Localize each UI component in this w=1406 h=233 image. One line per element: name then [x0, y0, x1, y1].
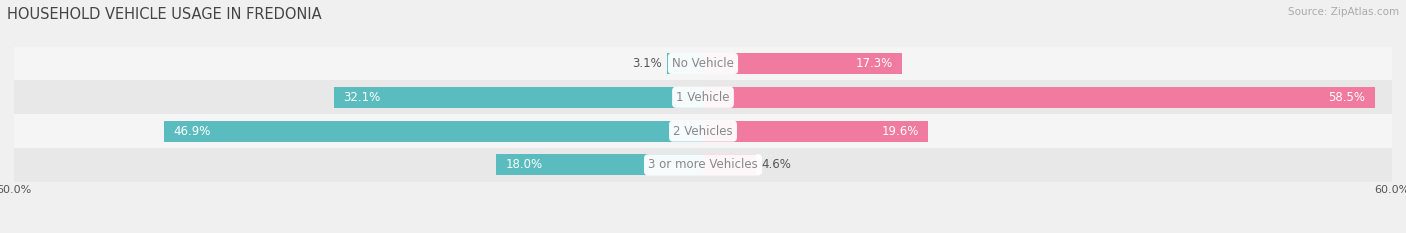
- Bar: [703, 154, 756, 175]
- Bar: [703, 53, 901, 74]
- Bar: [703, 121, 928, 141]
- Bar: [14, 148, 1392, 182]
- Text: 1 Vehicle: 1 Vehicle: [676, 91, 730, 104]
- Text: 32.1%: 32.1%: [343, 91, 381, 104]
- Text: 3.1%: 3.1%: [631, 57, 662, 70]
- Text: 3 or more Vehicles: 3 or more Vehicles: [648, 158, 758, 171]
- Bar: [496, 154, 703, 175]
- Text: 17.3%: 17.3%: [855, 57, 893, 70]
- Text: 18.0%: 18.0%: [506, 158, 543, 171]
- Bar: [14, 114, 1392, 148]
- Bar: [165, 121, 703, 141]
- Text: HOUSEHOLD VEHICLE USAGE IN FREDONIA: HOUSEHOLD VEHICLE USAGE IN FREDONIA: [7, 7, 322, 22]
- Text: 19.6%: 19.6%: [882, 125, 920, 137]
- Bar: [703, 87, 1375, 108]
- Text: 4.6%: 4.6%: [762, 158, 792, 171]
- Text: No Vehicle: No Vehicle: [672, 57, 734, 70]
- Bar: [335, 87, 703, 108]
- Bar: [14, 47, 1392, 80]
- Text: 46.9%: 46.9%: [174, 125, 211, 137]
- Bar: [14, 80, 1392, 114]
- Text: 58.5%: 58.5%: [1329, 91, 1365, 104]
- Text: Source: ZipAtlas.com: Source: ZipAtlas.com: [1288, 7, 1399, 17]
- Text: 2 Vehicles: 2 Vehicles: [673, 125, 733, 137]
- Bar: [668, 53, 703, 74]
